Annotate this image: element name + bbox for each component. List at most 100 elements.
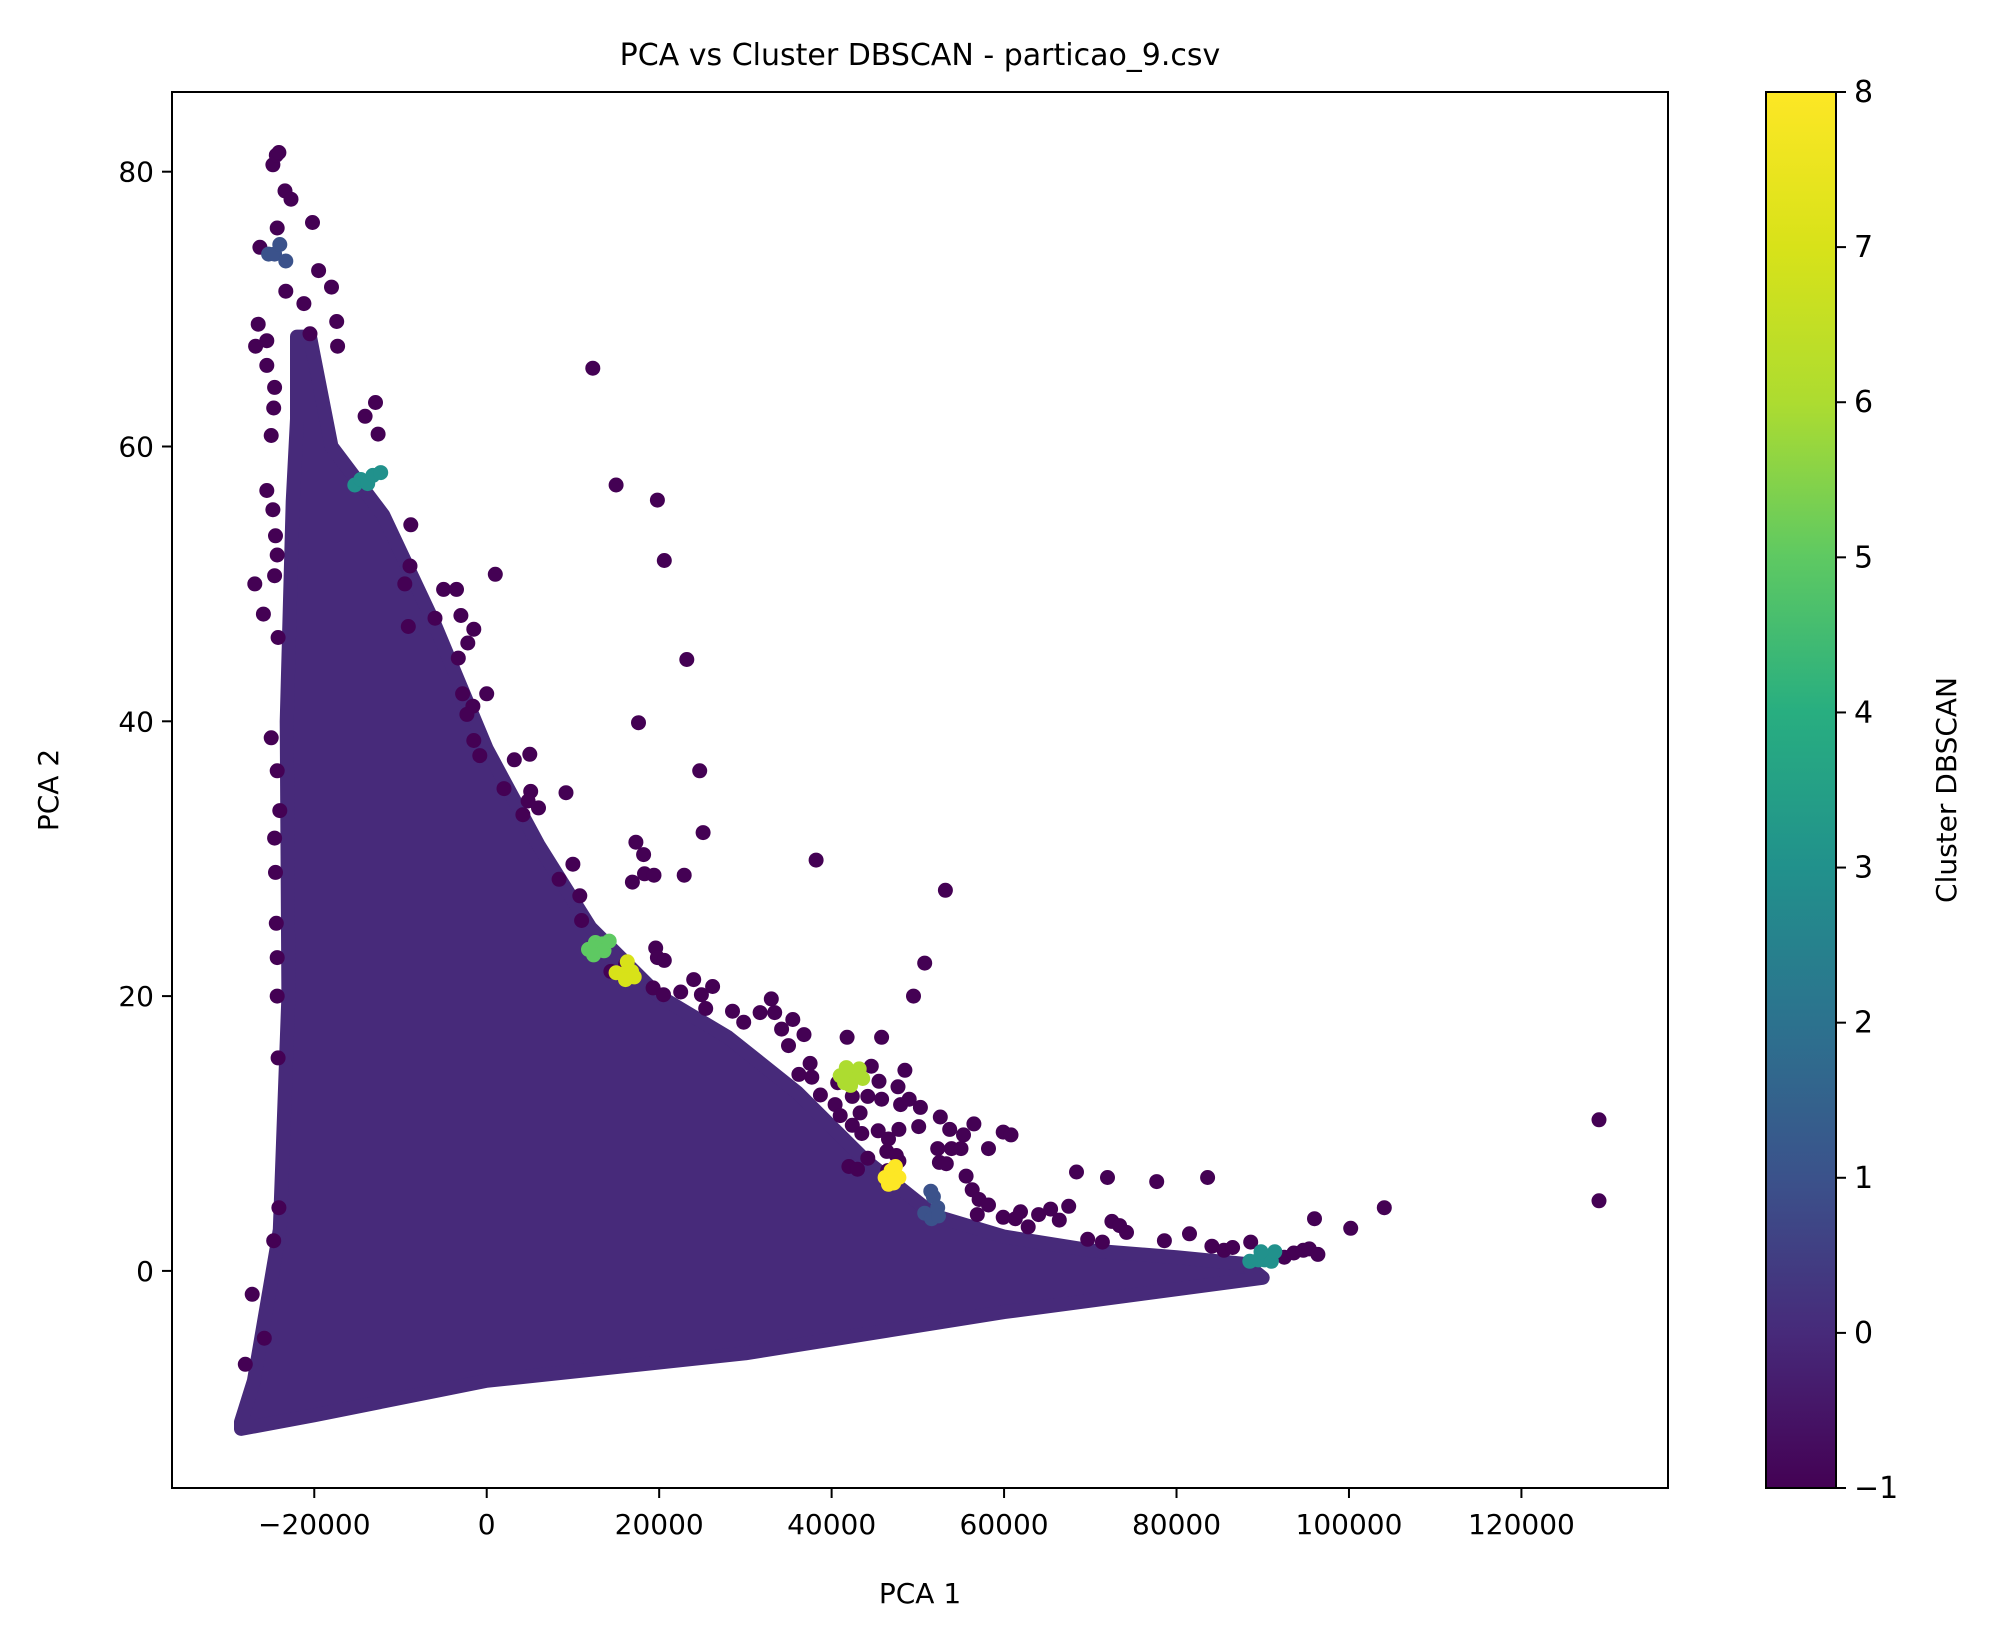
scatter-point-cluster-6 [843,1077,859,1093]
scatter-point-cluster--1 [255,606,271,622]
scatter-point-cluster-3 [1267,1244,1283,1260]
scatter-point-cluster--1 [460,635,476,651]
scatter-point-cluster--1 [995,1209,1011,1225]
scatter-point-cluster--1 [781,1038,796,1054]
scatter-point-cluster--1 [1182,1226,1197,1242]
scatter-point-cluster--1 [259,333,275,349]
scatter-point-cluster--1 [272,803,288,819]
scatter-point-cluster--1 [296,296,312,312]
scatter-point-cluster--1 [1094,1234,1110,1250]
scatter-point-cluster--1 [1225,1240,1241,1255]
y-axis-label: PCA 2 [32,749,65,831]
scatter-point-cluster--1 [692,763,708,779]
scatter-point-cluster--1 [455,686,471,702]
scatter-point-cluster--1 [522,746,538,762]
colorbar-tick-label: 1 [1854,1161,1873,1196]
scatter-point-cluster--1 [725,1003,740,1019]
scatter-point-cluster--1 [1013,1204,1028,1220]
y-axis-ticks: 0 20 40 60 80 [118,156,172,1288]
scatter-point-cluster--1 [1119,1224,1134,1240]
scatter-point-cluster--1 [267,379,283,395]
scatter-point-cluster--1 [956,1127,971,1143]
scatter-point-cluster--1 [969,1207,985,1223]
scatter-points [237,145,1607,1372]
scatter-point-cluster--1 [631,715,646,731]
scatter-point-cluster--1 [259,483,275,498]
scatter-point-cluster--1 [1020,1219,1036,1235]
scatter-point-cluster--1 [1031,1207,1047,1223]
scatter-point-cluster--1 [1080,1231,1096,1247]
scatter-point-cluster--1 [1156,1233,1172,1249]
scatter-point-cluster--1 [265,502,281,518]
scatter-point-cluster--1 [624,874,640,890]
scatter-point-cluster-7 [618,972,633,988]
scatter-point-cluster--1 [270,630,286,645]
scatter-point-cluster--1 [283,191,299,207]
scatter-point-cluster--1 [368,395,383,410]
colorbar-tick-label: −1 [1854,1471,1898,1506]
scatter-point-cluster--1 [268,915,284,931]
scatter-point-cluster--1 [854,1126,870,1141]
scatter-point-cluster--1 [679,652,695,667]
scatter-point-cluster--1 [891,1121,907,1137]
scatter-point-cluster--1 [427,610,443,626]
scatter-point-cluster--1 [695,825,711,841]
x-axis-ticks: −20000 0 20000 40000 60000 80000 100000 120000 [258,1488,1575,1541]
scatter-point-cluster--1 [906,988,921,1004]
scatter-point-cluster--1 [763,991,779,1007]
scatter-point-cluster--1 [1043,1201,1059,1217]
scatter-point-cluster--1 [930,1141,946,1157]
scatter-point-cluster--1 [796,1027,812,1043]
scatter-point-cluster--1 [397,576,413,592]
scatter-point-cluster--1 [450,650,466,666]
scatter-point-cluster-8 [886,1175,902,1191]
scatter-point-cluster--1 [330,338,346,354]
scatter-point-cluster--1 [436,581,452,597]
scatter-point-cluster--1 [852,1105,868,1121]
scatter-point-cluster--1 [649,492,665,508]
scatter-point-cluster--1 [912,1099,928,1115]
x-tick-label: −20000 [258,1508,371,1541]
scatter-point-cluster--1 [256,1330,272,1346]
scatter-point-cluster--1 [403,517,419,533]
scatter-point-cluster--1 [656,952,672,968]
x-tick-label: 100000 [1296,1508,1403,1541]
scatter-point-cluster--1 [981,1141,996,1157]
scatter-point-cluster--1 [628,834,644,850]
scatter-point-cluster--1 [1343,1220,1359,1236]
scatter-point-cluster-1 [278,253,294,269]
scatter-point-cluster--1 [453,608,469,623]
scatter-point-cluster--1 [267,568,283,584]
y-tick-label: 40 [118,705,154,738]
scatter-point-cluster--1 [324,279,339,295]
scatter-point-cluster--1 [917,955,933,971]
scatter-point-cluster--1 [1243,1234,1259,1250]
scatter-point-cluster--1 [266,1233,282,1249]
scatter-point-cluster--1 [881,1131,896,1147]
scatter-point-cluster--1 [515,807,531,823]
scatter-point-cluster--1 [305,215,320,230]
scatter-point-cluster--1 [705,979,721,994]
scatter-point-cluster--1 [1061,1198,1077,1214]
scatter-point-cluster-5 [596,943,612,959]
scatter-point-cluster--1 [850,1161,865,1177]
scatter-point-cluster--1 [953,1141,969,1157]
scatter-point-cluster--1 [646,867,662,883]
scatter-point-cluster-1 [923,1183,939,1199]
scatter-point-cluster--1 [608,477,624,493]
scatter-point-cluster--1 [479,686,495,702]
scatter-point-cluster--1 [812,1087,828,1103]
scatter-point-cluster--1 [1100,1170,1115,1185]
scatter-point-cluster--1 [860,1088,876,1104]
colorbar-tick-label: 4 [1854,695,1873,730]
scatter-point-cluster--1 [804,1069,820,1085]
scatter-point-cluster--1 [250,316,266,332]
chart-title: PCA vs Cluster DBSCAN - particao_9.csv [620,38,1221,73]
scatter-point-cluster--1 [585,360,601,376]
scatter-point-cluster--1 [890,1079,906,1095]
x-axis-label: PCA 1 [879,1577,961,1610]
scatter-point-cluster--1 [248,338,264,354]
scatter-point-cluster--1 [981,1197,996,1213]
scatter-point-cluster--1 [958,1168,974,1184]
scatter-point-cluster--1 [357,408,373,424]
